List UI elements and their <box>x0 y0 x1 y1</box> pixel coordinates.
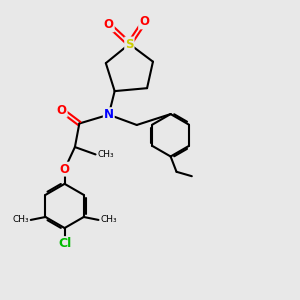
Text: S: S <box>125 38 134 50</box>
Text: CH₃: CH₃ <box>12 215 29 224</box>
Text: CH₃: CH₃ <box>100 215 117 224</box>
Text: Cl: Cl <box>58 237 71 250</box>
Text: O: O <box>60 163 70 176</box>
Text: O: O <box>57 104 67 117</box>
Text: O: O <box>139 15 149 28</box>
Text: CH₃: CH₃ <box>98 150 114 159</box>
Text: O: O <box>104 18 114 32</box>
Text: N: N <box>104 108 114 121</box>
